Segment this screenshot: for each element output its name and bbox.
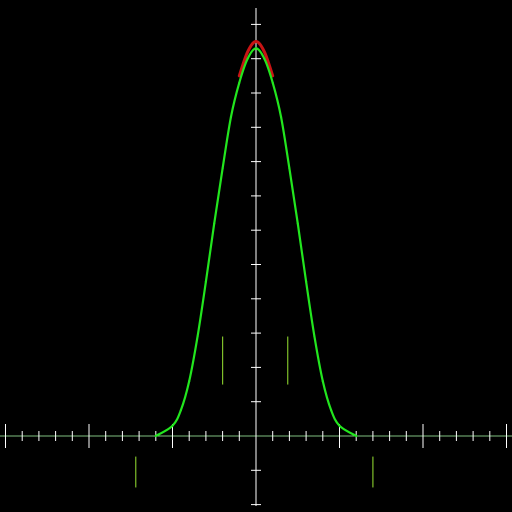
data-point-green bbox=[213, 222, 216, 225]
data-point-green bbox=[154, 434, 157, 438]
data-point-red bbox=[246, 50, 249, 53]
axes bbox=[0, 8, 512, 506]
data-point-red bbox=[238, 74, 241, 77]
data-point-red bbox=[271, 74, 274, 77]
data-point-red bbox=[263, 50, 266, 53]
data-point-green bbox=[263, 57, 266, 60]
data-point-green bbox=[171, 424, 174, 427]
marker-lines bbox=[135, 336, 374, 488]
data-point-green bbox=[188, 380, 191, 383]
data-point-green bbox=[238, 81, 241, 84]
data-point-green bbox=[330, 409, 333, 412]
data-point-green bbox=[179, 409, 182, 412]
data-point-green bbox=[271, 81, 274, 84]
data-point-green bbox=[355, 434, 358, 438]
data-point-green bbox=[313, 335, 316, 338]
data-point-green bbox=[221, 167, 224, 170]
data-point-green bbox=[338, 424, 341, 427]
data-point-green bbox=[254, 47, 258, 50]
data-point-green bbox=[279, 115, 283, 119]
data-point-green bbox=[204, 280, 207, 283]
data-point-green bbox=[296, 222, 299, 225]
data-point-red bbox=[254, 40, 258, 43]
data-point-green bbox=[229, 115, 233, 119]
data-point-green bbox=[196, 335, 199, 338]
data-point-green bbox=[288, 167, 291, 170]
data-point-green bbox=[305, 280, 308, 283]
data-point-green bbox=[321, 380, 324, 383]
data-point-green bbox=[246, 57, 249, 60]
series-traces bbox=[154, 40, 358, 438]
